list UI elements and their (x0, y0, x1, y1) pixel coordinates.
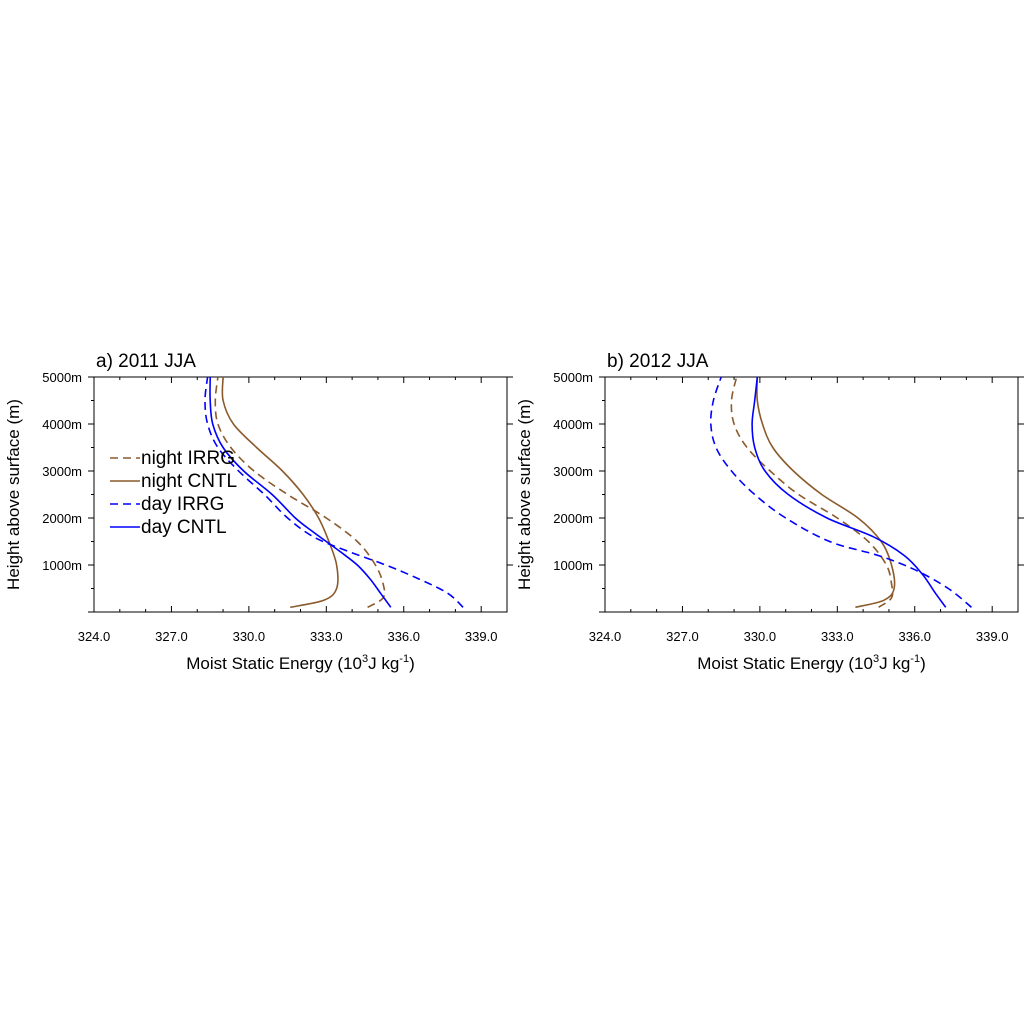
series-line-night-cntl (756, 376, 896, 609)
series-line-day-cntl (751, 376, 947, 608)
x-tick-label: 336.0 (898, 629, 931, 644)
x-axis-label: Moist Static Energy (103J kg-1) (186, 653, 415, 673)
legend-label: night IRRG (141, 448, 235, 469)
series-line-day-irrg (204, 376, 464, 608)
x-axis-label-part: 3 (362, 653, 368, 665)
y-tick-label: 3000m (42, 464, 82, 479)
x-axis-label-part: 3 (873, 653, 879, 665)
legend-label: day CNTL (141, 517, 227, 538)
series-line-night-irrg (730, 376, 894, 608)
x-tick-label: 333.0 (310, 629, 343, 644)
y-tick-label: 2000m (553, 511, 593, 526)
legend-label: day IRRG (141, 494, 224, 515)
series-line-day-cntl (209, 376, 392, 608)
x-axis-label-part: -1 (910, 653, 920, 665)
x-tick-label: 333.0 (821, 629, 854, 644)
series-line-day-irrg (709, 376, 973, 608)
x-tick-label: 324.0 (78, 629, 111, 644)
x-tick-label: 339.0 (465, 629, 498, 644)
chart-title: a) 2011 JJA (96, 351, 196, 372)
y-tick-label: 2000m (42, 511, 82, 526)
x-tick-label: 336.0 (387, 629, 420, 644)
y-tick-label: 1000m (553, 558, 593, 573)
y-axis-label: Height above surface (m) (4, 399, 23, 590)
x-axis-label: Moist Static Energy (103J kg-1) (697, 653, 926, 673)
x-tick-label: 330.0 (744, 629, 777, 644)
y-tick-label: 1000m (42, 558, 82, 573)
y-tick-label: 5000m (42, 370, 82, 385)
x-axis-label-part: ) (920, 654, 926, 673)
x-axis-label-part: Moist Static Energy (10 (697, 654, 873, 673)
chart-title: b) 2012 JJA (607, 351, 709, 372)
x-tick-label: 327.0 (666, 629, 699, 644)
panel-b: b) 2012 JJA 324.0 327.0 330.0 333.0 336.0 339.… (515, 351, 1024, 673)
series-line-night-irrg (214, 376, 386, 608)
panel-a: a) 2011 JJA 324.0 327.0 330.0 333.0 336.0 339.… (4, 351, 513, 673)
x-tick-label: 339.0 (976, 629, 1009, 644)
y-tick-label: 4000m (553, 417, 593, 432)
series-line-night-cntl (221, 376, 339, 609)
x-axis-label-part: J kg (879, 654, 910, 673)
x-tick-label: 324.0 (589, 629, 622, 644)
x-axis-label-part: ) (409, 654, 415, 673)
x-axis-label-part: -1 (399, 653, 409, 665)
y-tick-label: 4000m (42, 417, 82, 432)
y-tick-label: 3000m (553, 464, 593, 479)
y-tick-label: 5000m (553, 370, 593, 385)
x-tick-label: 330.0 (233, 629, 266, 644)
legend-label: night CNTL (141, 471, 237, 492)
y-axis-label: Height above surface (m) (515, 399, 534, 590)
x-tick-label: 327.0 (155, 629, 188, 644)
x-axis-label-part: Moist Static Energy (10 (186, 654, 362, 673)
x-axis-label-part: J kg (368, 654, 399, 673)
